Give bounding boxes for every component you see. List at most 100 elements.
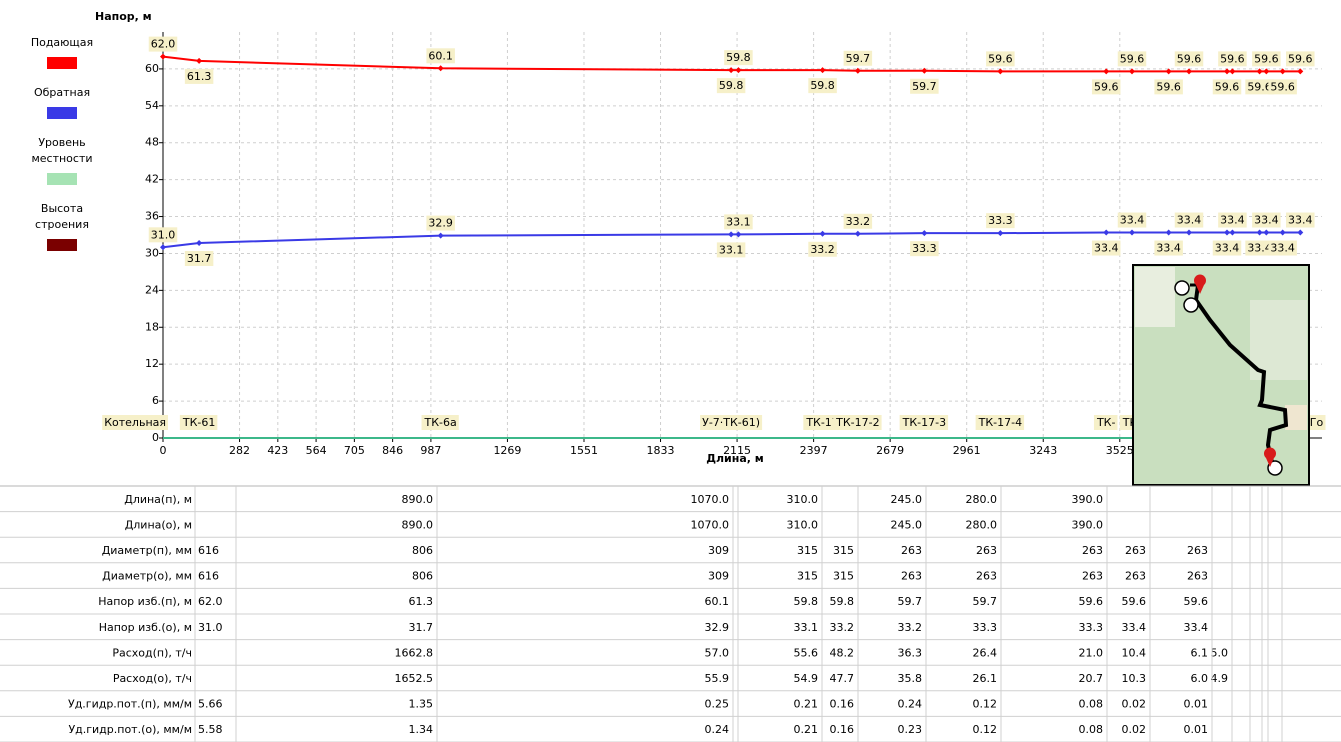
point (1280, 230, 1286, 236)
point (1224, 230, 1230, 236)
table-cell: 59.6 (1122, 595, 1147, 608)
point (1166, 230, 1172, 236)
table-cell: 263 (1082, 544, 1103, 557)
y-tick-label: 0 (152, 431, 159, 444)
x-tick-label: 1833 (647, 444, 675, 457)
y-tick-label: 12 (145, 357, 159, 370)
table-cell: 890.0 (402, 518, 434, 531)
node-label: ТК- (1096, 416, 1116, 429)
table-cell: 4.9 (1211, 672, 1229, 685)
map-inset (1133, 265, 1309, 485)
point (921, 230, 927, 236)
point (1229, 230, 1235, 236)
table-cell: 0.01 (1184, 698, 1209, 711)
x-tick-label: 1269 (493, 444, 521, 457)
table-cell: 245.0 (891, 493, 923, 506)
x-tick-label: 705 (344, 444, 365, 457)
table-cell: 33.4 (1122, 621, 1147, 634)
value-label: 33.1 (719, 243, 744, 256)
value-label: 62.0 (151, 38, 176, 51)
table-cell: 32.9 (705, 621, 730, 634)
table-cell: 33.4 (1184, 621, 1209, 634)
table-cell: 20.7 (1079, 672, 1104, 685)
point (855, 231, 861, 237)
x-tick-label: 282 (229, 444, 250, 457)
row-label: Расход(о), т/ч (113, 672, 192, 685)
value-label: 59.6 (1120, 52, 1145, 65)
table-cell: 59.7 (898, 595, 923, 608)
value-label: 59.6 (1215, 80, 1240, 93)
x-tick-label: 3243 (1029, 444, 1057, 457)
y-tick-label: 30 (145, 246, 159, 259)
y-tick-label: 42 (145, 173, 159, 186)
table-cell: 1070.0 (691, 518, 730, 531)
table-cell: 263 (1187, 544, 1208, 557)
table-cell: 1.34 (409, 723, 434, 736)
value-label: 59.6 (1177, 52, 1202, 65)
table-cell: 245.0 (891, 518, 923, 531)
x-tick-label: 0 (160, 444, 167, 457)
table-cell: 315 (833, 544, 854, 557)
value-label: 59.6 (1220, 52, 1245, 65)
table-cell: 263 (901, 570, 922, 583)
value-label: 33.4 (1120, 214, 1145, 227)
row-label: Уд.гидр.пот.(п), мм/м (68, 698, 192, 711)
value-label: 33.4 (1156, 242, 1181, 255)
table-cell: 0.21 (794, 698, 819, 711)
table-cell: 263 (901, 544, 922, 557)
node-label: ТК-6а (424, 416, 457, 429)
table-cell: 21.0 (1079, 646, 1104, 659)
value-label: 33.2 (846, 215, 871, 228)
point (196, 58, 202, 64)
table-cell: 59.6 (1184, 595, 1209, 608)
node-label: У-7·ТК-61) (702, 416, 760, 429)
point (1129, 230, 1135, 236)
value-label: 59.7 (846, 52, 871, 65)
value-label: 33.2 (810, 243, 835, 256)
table-cell: 0.08 (1079, 723, 1104, 736)
row-label: Напор изб.(о), м (99, 621, 192, 634)
table-cell: 5.0 (1211, 646, 1229, 659)
value-label: 59.6 (1156, 80, 1181, 93)
table-cell: 390.0 (1072, 493, 1104, 506)
table-cell: 0.02 (1122, 698, 1147, 711)
value-label: 59.6 (1270, 80, 1295, 93)
value-label: 33.4 (1177, 214, 1202, 227)
value-label: 33.1 (726, 215, 751, 228)
table-cell: 1652.5 (395, 672, 434, 685)
table-cell: 263 (976, 544, 997, 557)
x-tick-label: 423 (267, 444, 288, 457)
point (1297, 230, 1303, 236)
table-cell: 10.4 (1122, 646, 1147, 659)
table-cell: 616 (198, 570, 219, 583)
point (820, 231, 826, 237)
value-label: 59.6 (1254, 52, 1279, 65)
table-cell: 57.0 (705, 646, 730, 659)
table-cell: 310.0 (787, 518, 819, 531)
point (1257, 230, 1263, 236)
node-label: ТК-17-2 (835, 416, 879, 429)
table-cell: 55.9 (705, 672, 730, 685)
y-tick-label: 24 (145, 283, 159, 296)
table-cell: 6.1 (1191, 646, 1209, 659)
value-label: 31.0 (151, 228, 176, 241)
table-cell: 48.2 (830, 646, 855, 659)
x-tick-label: 3525 (1106, 444, 1134, 457)
table-cell: 59.8 (794, 595, 819, 608)
table-cell: 263 (1187, 570, 1208, 583)
point (196, 240, 202, 246)
table-cell: 31.0 (198, 621, 223, 634)
y-tick-label: 18 (145, 320, 159, 333)
table-cell: 31.7 (409, 621, 434, 634)
value-label: 33.3 (988, 214, 1013, 227)
value-label: 61.3 (187, 70, 212, 83)
table-cell: 616 (198, 544, 219, 557)
table-cell: 263 (1125, 544, 1146, 557)
value-label: 33.4 (1254, 214, 1279, 227)
value-label: 33.4 (1215, 242, 1240, 255)
table-cell: 806 (412, 544, 433, 557)
x-tick-label: 846 (382, 444, 403, 457)
node-label: ТК-17-3 (902, 416, 946, 429)
point (1186, 230, 1192, 236)
